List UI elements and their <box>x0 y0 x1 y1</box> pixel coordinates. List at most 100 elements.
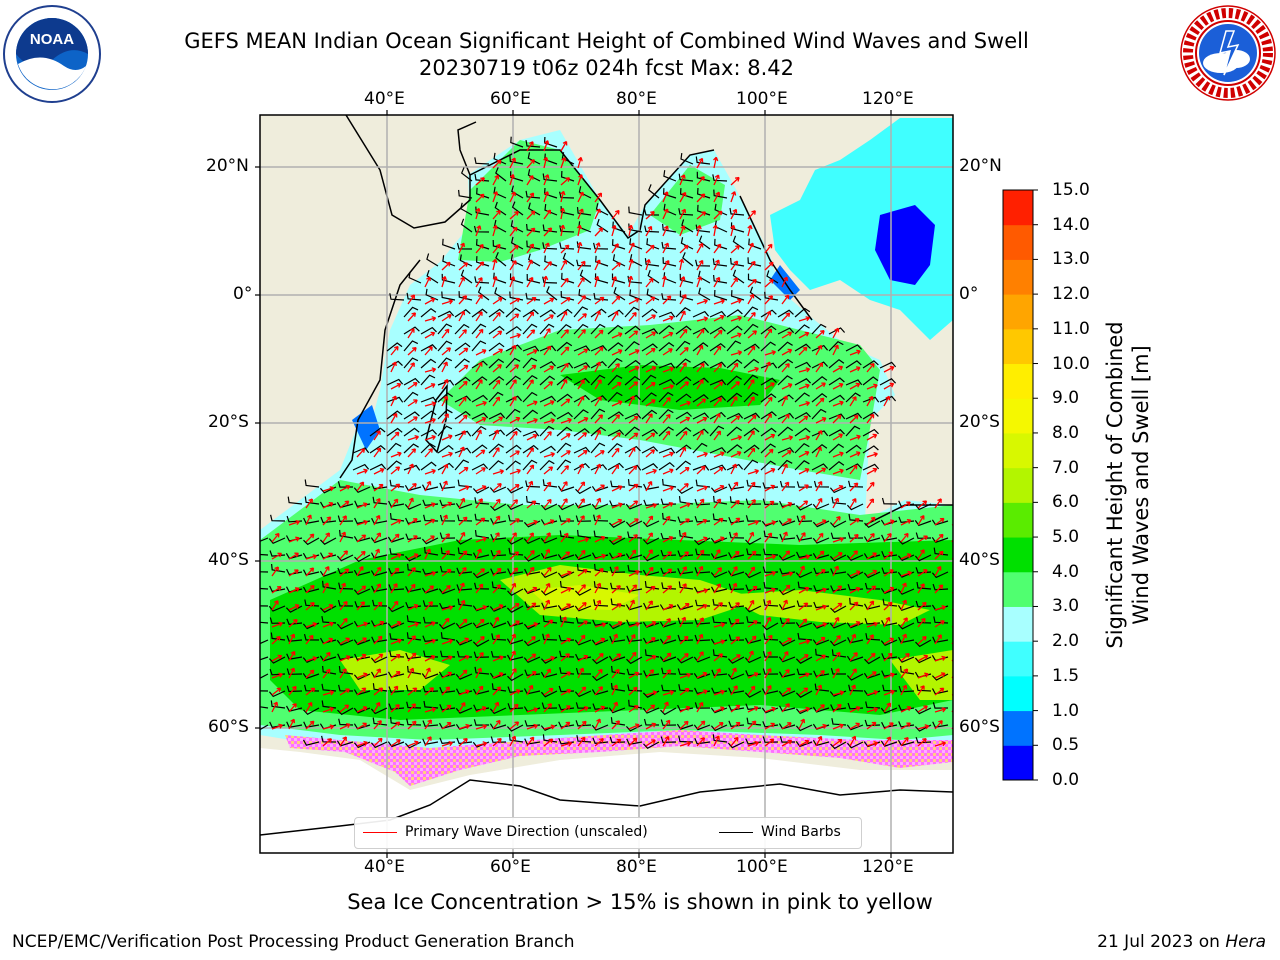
wind-barb <box>304 599 320 607</box>
wave-arrow <box>798 554 811 560</box>
wave-arrow <box>917 569 928 577</box>
wind-barb <box>527 202 541 216</box>
wave-arrow <box>781 531 788 543</box>
wave-arrow <box>883 601 893 611</box>
wave-arrow <box>356 601 366 611</box>
right-lat-tick-4: 60°S <box>959 717 1000 737</box>
wind-barb <box>321 683 337 692</box>
wave-arrow <box>849 396 857 407</box>
wind-barb <box>540 571 558 579</box>
wind-barb <box>495 167 507 182</box>
wind-barb <box>726 325 743 335</box>
wind-barb <box>845 463 863 471</box>
wave-arrow <box>458 396 467 407</box>
wave-arrow <box>798 532 806 543</box>
wave-arrow <box>815 344 823 356</box>
wave-arrow <box>696 518 708 526</box>
wave-arrow <box>339 723 351 730</box>
wave-arrow <box>526 364 537 373</box>
wave-arrow <box>373 668 381 679</box>
wave-arrow <box>526 500 537 509</box>
wind-barb <box>471 425 487 437</box>
wave-arrow <box>764 448 774 458</box>
wave-arrow <box>356 448 366 458</box>
wave-arrow <box>543 418 555 424</box>
wave-arrow <box>373 620 385 628</box>
wave-arrow <box>713 451 725 458</box>
wind-barb <box>439 482 456 490</box>
wave-arrow <box>628 518 639 526</box>
wind-barb <box>474 582 490 590</box>
wave-arrow <box>390 395 397 407</box>
wind-barb <box>879 395 897 403</box>
wind-barb <box>760 460 776 471</box>
wind-barb <box>573 345 591 352</box>
wind-barb <box>624 464 642 471</box>
wave-arrow <box>849 518 860 526</box>
wave-arrow <box>492 330 503 339</box>
wind-barb <box>386 360 403 369</box>
wave-arrow <box>679 466 690 475</box>
wind-barb <box>286 618 303 626</box>
wave-arrow <box>560 518 571 526</box>
wave-arrow <box>662 604 674 611</box>
wave-arrow <box>696 379 704 390</box>
wind-barb <box>710 571 728 578</box>
wave-arrow <box>866 433 878 441</box>
wave-arrow <box>611 349 623 356</box>
wave-arrow <box>662 585 673 594</box>
wave-arrow <box>390 600 399 611</box>
wind-barb <box>559 225 575 233</box>
wave-arrow <box>730 721 741 730</box>
wave-arrow <box>832 723 844 730</box>
wind-barb <box>778 520 796 527</box>
wave-arrow <box>271 552 283 560</box>
wave-arrow <box>407 312 417 322</box>
right-lat-tick-3: 40°S <box>959 550 1000 570</box>
wave-arrow <box>356 519 368 526</box>
wave-arrow <box>458 531 466 543</box>
wave-arrow <box>815 550 825 560</box>
wave-arrow <box>883 616 891 628</box>
wave-arrow <box>475 467 486 475</box>
wind-barb <box>709 310 727 318</box>
wave-arrow <box>849 601 859 611</box>
wave-arrow <box>560 465 570 475</box>
wave-arrow <box>611 552 623 560</box>
wave-arrow <box>832 635 841 645</box>
wave-arrow <box>883 532 892 543</box>
wave-arrow <box>594 622 607 628</box>
wind-barb <box>709 464 727 471</box>
wave-arrow <box>679 446 687 458</box>
wave-arrow <box>781 518 792 526</box>
wind-barb <box>845 425 861 437</box>
wind-barb <box>420 461 437 471</box>
wind-barb <box>627 684 643 692</box>
wind-barb <box>420 443 436 454</box>
wind-barb <box>662 257 677 267</box>
wave-arrow <box>509 332 521 339</box>
wind-barb <box>372 496 388 505</box>
wind-barb <box>641 446 659 454</box>
wind-barb <box>386 410 403 420</box>
wave-arrow <box>866 652 876 662</box>
wave-arrow <box>849 570 861 577</box>
wave-arrow <box>934 687 945 696</box>
wave-arrow <box>815 467 827 475</box>
wave-arrow <box>356 637 367 645</box>
wave-arrow <box>424 297 436 305</box>
wave-arrow <box>458 723 470 730</box>
wave-arrow <box>560 346 570 356</box>
wind-barb <box>539 375 556 386</box>
wave-arrow <box>492 416 504 424</box>
wind-barb <box>491 683 507 692</box>
wind-barb <box>458 291 473 301</box>
wind-barb <box>475 256 490 267</box>
wave-arrow <box>509 211 519 220</box>
wind-barb <box>524 568 541 576</box>
wave-arrow <box>390 704 400 713</box>
wind-barb <box>692 360 709 369</box>
wave-arrow <box>322 724 335 730</box>
wave-arrow <box>730 566 738 577</box>
wind-barb <box>728 634 745 641</box>
